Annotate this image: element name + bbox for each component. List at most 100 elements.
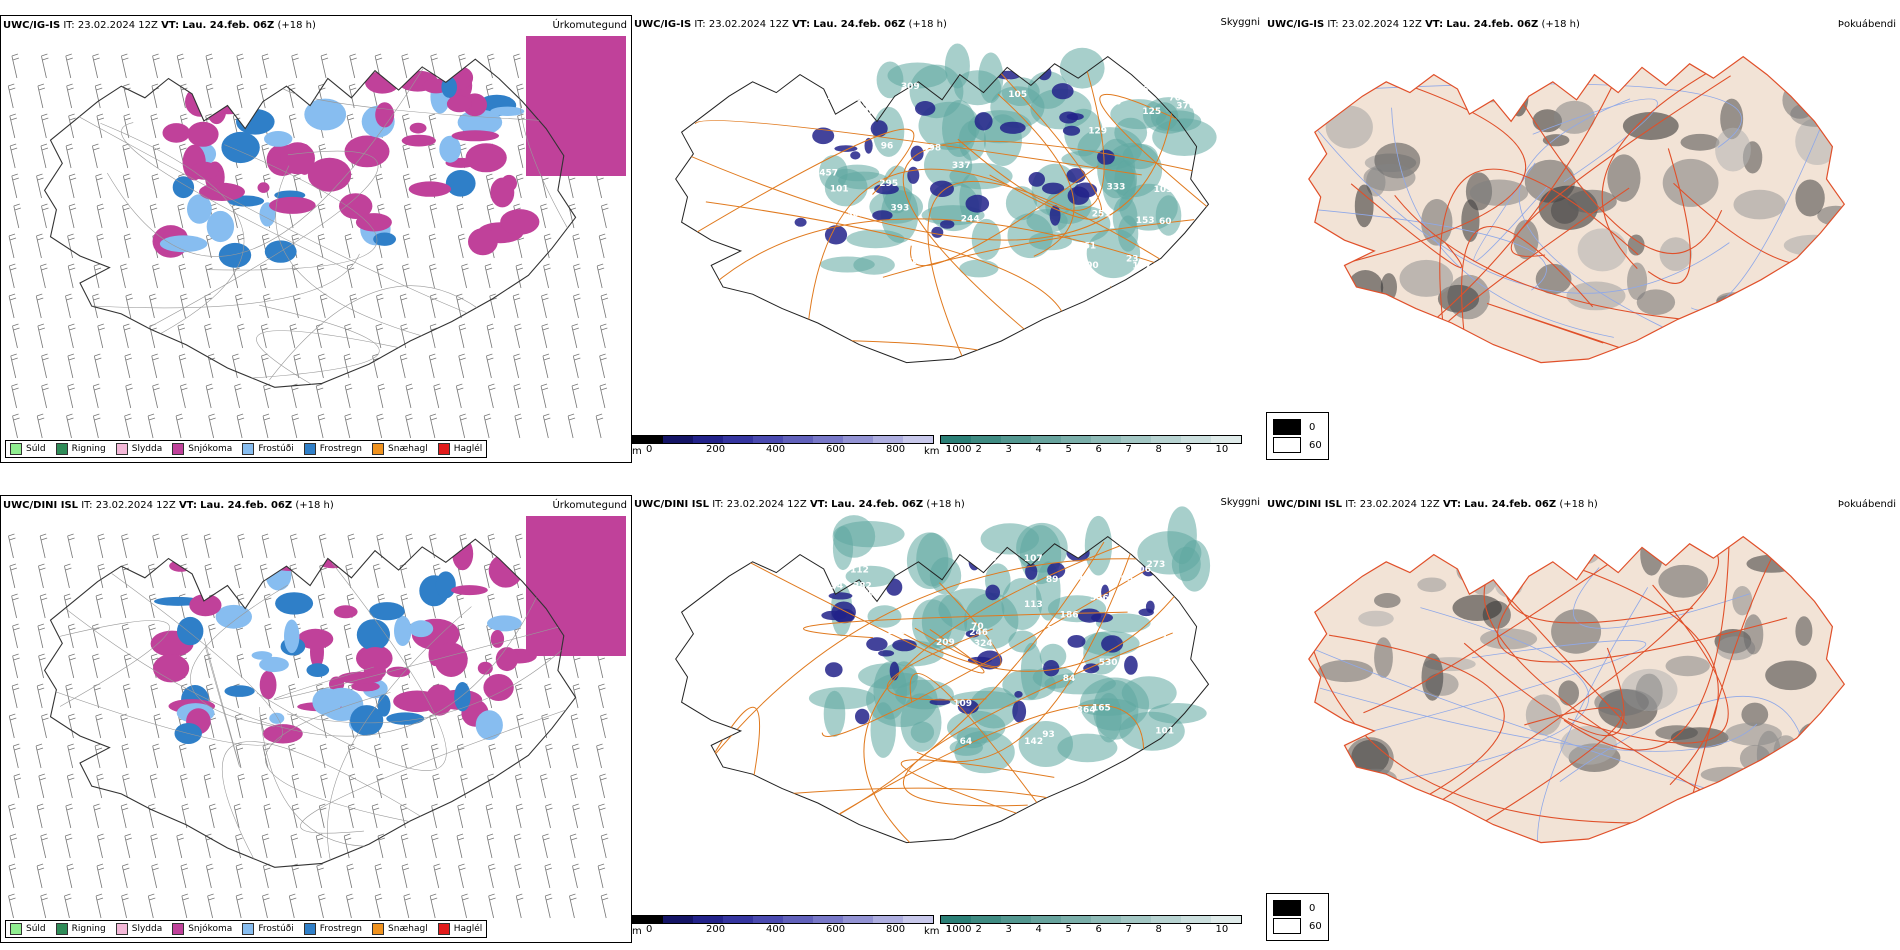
cloud-base-label: 185 (1065, 573, 1084, 583)
snow-legend-label: 0 (1309, 902, 1316, 914)
legend-item: Snæhagl (372, 443, 428, 455)
scale-tick-label: 7 (1125, 924, 1132, 935)
scale-tick-label: 2 (975, 444, 982, 455)
cloud-base-label: 113 (860, 588, 879, 598)
offshore-precip (526, 516, 626, 656)
cloud-base-label: 107 (857, 99, 876, 109)
cloud-base-label: 153 (1136, 216, 1155, 226)
legend-label: Snjókoma (188, 444, 233, 454)
field-name: Skyggni (1220, 497, 1260, 508)
scale-tick-label: 400 (766, 924, 786, 935)
visibility-scale-row1: km 1 2 3 4 5 6 7 8 9 10 (924, 435, 1242, 457)
legend-item: Haglél (437, 923, 482, 935)
scale-tick-label: 4 (1035, 444, 1042, 455)
panel-title: UWC/DINI ISL IT: 23.02.2024 12Z VT: Lau.… (1267, 499, 1598, 510)
legend-label: Súld (26, 444, 46, 454)
snow-legend-row2: 0 60 (1266, 893, 1329, 941)
scale-tick-label: 10 (1215, 444, 1229, 455)
cloud-base-label: 364 (1077, 706, 1096, 716)
scale-tick-label: 800 (886, 444, 906, 455)
legend-item: Frostúði (242, 443, 294, 455)
iceland-cloud-map: 1521132825461232003242466420918015453018… (675, 506, 1211, 844)
legend-item: Slydda (115, 923, 163, 935)
cloud-base-label: 103 (1154, 185, 1173, 195)
cloud-base-label: 100 (1080, 261, 1099, 271)
snow-legend-label: 0 (1309, 421, 1316, 433)
cloud-base-label: 457 (819, 168, 838, 178)
legend-swatch (242, 443, 255, 455)
legend-label: Súld (26, 924, 46, 934)
snow-legend-swatch (1273, 900, 1301, 916)
scale-tick-label: 10 (1215, 924, 1229, 935)
precip-type-map-row2: UWC/DINI ISL IT: 23.02.2024 12Z VT: Lau.… (0, 495, 632, 943)
scale-tick-label: 800 (886, 924, 906, 935)
snow-legend-swatch (1273, 918, 1301, 934)
cloud-base-label: 244 (961, 214, 980, 224)
wind-barbs (8, 533, 609, 919)
scale-tick-label: 1 (945, 924, 952, 935)
cloud-base-label: 142 (1024, 737, 1043, 747)
cloud-base-label: 498 (922, 144, 941, 154)
legend-swatch (115, 923, 128, 935)
scale-tick-label: 400 (766, 444, 786, 455)
iceland-cloud-map: 335 393 60 120 107 244 251 457 498 333 309 189 161 27… (675, 43, 1217, 364)
scale-tick-label: 9 (1185, 924, 1192, 935)
field-name: Þokuábendi (1837, 499, 1896, 510)
legend-label: Slydda (131, 924, 163, 934)
legend-item: Snjókoma (172, 923, 232, 935)
fog-map-row2: UWC/DINI ISL IT: 23.02.2024 12Z VT: Lau.… (1265, 495, 1900, 943)
cloud-base-label: 200 (888, 627, 907, 637)
cloud-base-label: 333 (1107, 183, 1126, 193)
color-bar (940, 915, 1242, 924)
cloud-base-label: 125 (1142, 107, 1161, 117)
cloud-base-label: 393 (891, 204, 910, 214)
cloud-base-label: 277 (857, 104, 876, 114)
scale-tick-label: 200 (706, 924, 726, 935)
panel-title: UWC/IG-IS IT: 23.02.2024 12Z VT: Lau. 24… (1267, 19, 1580, 30)
snow-legend-row: 60 (1273, 437, 1322, 453)
scale-tick-label: 1 (945, 444, 952, 455)
coastline (43, 58, 577, 388)
scale-unit-m: m (632, 446, 642, 457)
cloud-base-label: 376 (1176, 102, 1195, 112)
legend-swatch (242, 923, 255, 935)
scale-tick-label: 1000 (946, 444, 972, 455)
legend-item: Frostregn (303, 923, 363, 935)
cloud-base-label: 123 (978, 554, 997, 564)
legend-swatch (172, 443, 185, 455)
snow-legend-swatch (1273, 437, 1301, 453)
scale-tick-label: 6 (1095, 444, 1102, 455)
cloud-base-label: 546 (1090, 594, 1109, 604)
cloud-base-label: 106 (1132, 565, 1151, 575)
scale-tick-label: 600 (826, 444, 846, 455)
snow-legend-row: 0 (1273, 419, 1322, 435)
scale-tick-label: 0 (646, 444, 653, 455)
cloud-base-label: 324 (974, 639, 993, 649)
legend-swatch (115, 443, 128, 455)
legend-item: Snjókoma (172, 443, 232, 455)
fog-map-row1: UWC/IG-IS IT: 23.02.2024 12Z VT: Lau. 24… (1265, 15, 1900, 463)
cloud-base-label: 282 (853, 581, 872, 591)
cloud-base-label: 89 (987, 210, 1000, 220)
cloud-base-label: 64 (960, 737, 973, 747)
cloud-base-label: 23 (1126, 255, 1139, 265)
scale-tick-label: 6 (1095, 924, 1102, 935)
cloud-map-row1: UWC/IG-IS IT: 23.02.2024 12Z VT: Lau. 24… (632, 15, 1264, 463)
cloud-base-label: 101 (1155, 726, 1174, 736)
cloud-base-label: 165 (1092, 704, 1111, 714)
cloud-base-label: 70 (1169, 94, 1182, 104)
snow-legend-row: 60 (1273, 918, 1322, 934)
cloud-base-label: 105 (1008, 90, 1027, 100)
cloud-base-label: 93 (1042, 730, 1055, 740)
cloud-base-label: 187 (1132, 261, 1151, 271)
legend-label: Rigning (71, 924, 106, 934)
legend-label: Frostregn (319, 924, 363, 934)
color-bar (940, 435, 1242, 444)
snow-legend-label: 60 (1309, 920, 1322, 932)
cloud-base-label: 109 (953, 699, 972, 709)
panel-title: UWC/IG-IS IT: 23.02.2024 12Z VT: Lau. 24… (634, 19, 947, 30)
cloud-base-label: 530 (1099, 658, 1118, 668)
legend-item: Súld (10, 443, 46, 455)
legend-item: Frostregn (303, 443, 362, 455)
scale-tick-label: 3 (1005, 924, 1012, 935)
